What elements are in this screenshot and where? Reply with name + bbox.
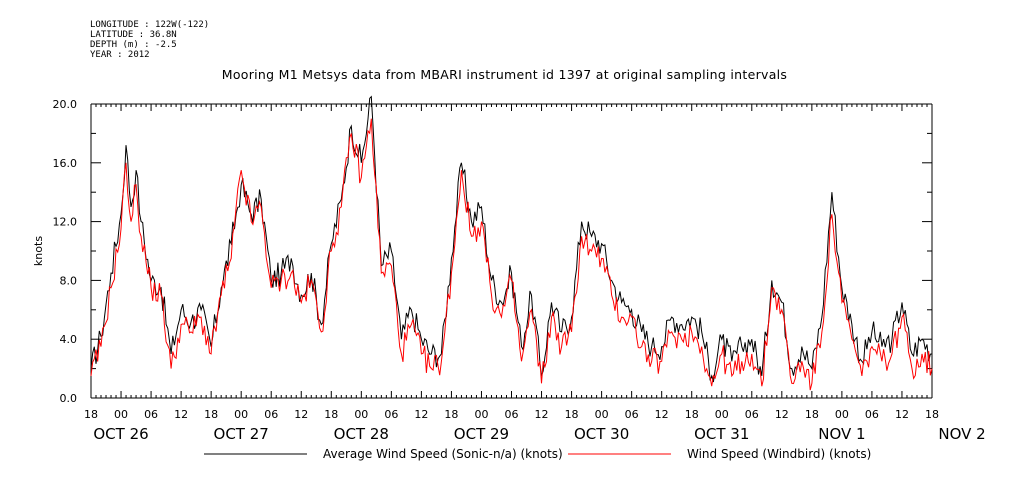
x-tick-label: 06 xyxy=(505,408,519,421)
x-tick-label: 06 xyxy=(865,408,879,421)
x-tick-label: 00 xyxy=(595,408,609,421)
x-day-label: OCT 29 xyxy=(454,425,509,443)
x-tick-label: 18 xyxy=(444,408,458,421)
x-tick-label: 12 xyxy=(294,408,308,421)
x-tick-label: 18 xyxy=(324,408,338,421)
y-tick-label: 20.0 xyxy=(53,98,78,111)
x-day-label: NOV 2 xyxy=(938,425,985,443)
x-day-label: NOV 1 xyxy=(818,425,865,443)
y-tick-label: 12.0 xyxy=(53,216,78,229)
depth-label: DEPTH (m) : -2.5 xyxy=(90,40,177,50)
chart-title: Mooring M1 Metsys data from MBARI instru… xyxy=(221,67,788,82)
x-tick-label: 00 xyxy=(354,408,368,421)
x-tick-label: 12 xyxy=(535,408,549,421)
latitude-label: LATITUDE : 36.8N xyxy=(90,30,177,40)
longitude-label: LONGITUDE : 122W(-122) xyxy=(90,20,210,30)
x-tick-label: 12 xyxy=(655,408,669,421)
x-tick-label: 18 xyxy=(925,408,939,421)
metadata-block: LONGITUDE : 122W(-122) LATITUDE : 36.8N … xyxy=(90,20,209,60)
x-tick-label: 06 xyxy=(264,408,278,421)
series-line-sonic xyxy=(90,95,933,383)
x-tick-label: 00 xyxy=(474,408,488,421)
x-day-label: OCT 31 xyxy=(694,425,749,443)
x-day-label: OCT 26 xyxy=(93,425,148,443)
legend-label-windbird: Wind Speed (Windbird) (knots) xyxy=(687,447,871,461)
x-tick-label: 00 xyxy=(114,408,128,421)
year-label: YEAR : 2012 xyxy=(90,50,150,60)
x-tick-label: 12 xyxy=(775,408,789,421)
x-tick-label: 00 xyxy=(835,408,849,421)
x-tick-label: 12 xyxy=(414,408,428,421)
x-tick-label: 00 xyxy=(234,408,248,421)
x-tick-label: 06 xyxy=(625,408,639,421)
x-tick-label: 06 xyxy=(144,408,158,421)
x-tick-label: 00 xyxy=(715,408,729,421)
x-tick-label: 06 xyxy=(384,408,398,421)
x-day-label: OCT 27 xyxy=(214,425,269,443)
x-day-label: OCT 28 xyxy=(334,425,389,443)
y-tick-label: 16.0 xyxy=(53,157,78,170)
legend-label-sonic: Average Wind Speed (Sonic-n/a) (knots) xyxy=(323,447,563,461)
x-tick-label: 18 xyxy=(84,408,98,421)
series-line-windbird xyxy=(90,118,933,391)
x-day-label: OCT 30 xyxy=(574,425,629,443)
x-tick-label: 18 xyxy=(805,408,819,421)
y-tick-label: 0.0 xyxy=(60,392,78,405)
x-tick-label: 06 xyxy=(745,408,759,421)
y-tick-label: 4.0 xyxy=(60,333,78,346)
x-tick-label: 18 xyxy=(685,408,699,421)
y-tick-label: 8.0 xyxy=(60,274,78,287)
x-tick-label: 12 xyxy=(174,408,188,421)
x-tick-label: 12 xyxy=(895,408,909,421)
y-axis-label: knots xyxy=(32,236,45,266)
x-tick-label: 18 xyxy=(204,408,218,421)
x-tick-label: 18 xyxy=(565,408,579,421)
